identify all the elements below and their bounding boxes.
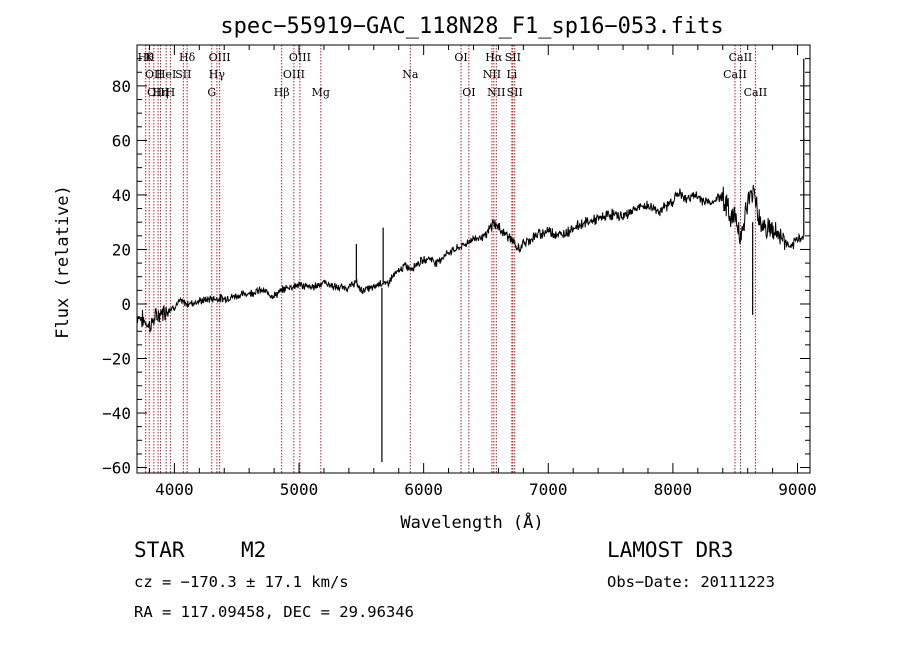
y-tick-label-0: −60 — [102, 459, 131, 478]
line-label-2: OII — [145, 68, 163, 81]
x-tick-label-3: 7000 — [529, 480, 568, 499]
line-label-11: OIII — [209, 51, 231, 64]
x-tick-label-0: 4000 — [155, 480, 194, 499]
line-label-10: Hγ — [209, 68, 226, 81]
line-label-20: Hα — [485, 51, 503, 64]
line-label-5: HeI — [156, 68, 176, 81]
spectral-line-markers — [145, 45, 756, 473]
spectral-line-labels: HθKOIIOIIIHηHeIHSIIHδGHγOIIIHβOIIIOIIIMg… — [138, 51, 768, 99]
line-label-19: NII — [483, 68, 501, 81]
spectrum-series — [136, 58, 805, 463]
spectrum-line — [136, 184, 804, 333]
object-class: STAR — [134, 538, 185, 562]
y-tick-label-2: −20 — [102, 350, 131, 369]
plot-frame — [136, 44, 811, 474]
line-label-25: CaII — [723, 68, 747, 81]
line-label-24: SII — [507, 86, 523, 99]
line-label-3: OIII — [147, 86, 169, 99]
line-label-26: CaII — [729, 51, 753, 64]
line-label-9: G — [207, 86, 216, 99]
y-tick-label-4: 20 — [112, 240, 131, 259]
coordinates-readout: RA = 117.09458, DEC = 29.96346 — [134, 603, 414, 621]
x-axis-label: Wavelength (Å) — [400, 511, 543, 533]
chart-title: spec−55919−GAC_118N28_F1_sp16−053.fits — [220, 14, 723, 39]
y-tick-label-5: 40 — [112, 186, 131, 205]
line-label-7: SII — [175, 68, 191, 81]
line-label-16: Na — [402, 68, 419, 81]
line-label-15: Mg — [312, 86, 330, 99]
line-label-18: OI — [462, 86, 475, 99]
line-label-21: NII — [487, 86, 505, 99]
object-subclass: M2 — [241, 538, 267, 562]
y-tick-label-7: 80 — [112, 77, 131, 96]
velocity-readout: cz = −170.3 ± 17.1 km/s — [134, 573, 349, 591]
line-label-4: Hη — [152, 86, 168, 99]
y-tick-label-3: 0 — [121, 295, 131, 314]
obs-date: Obs−Date: 20111223 — [607, 573, 775, 591]
x-tick-label-4: 8000 — [654, 480, 693, 499]
x-tick-label-1: 5000 — [280, 480, 319, 499]
line-label-8: Hδ — [179, 51, 196, 64]
y-tick-label-6: 60 — [112, 131, 131, 150]
line-label-27: CaII — [744, 86, 768, 99]
line-label-17: OI — [454, 51, 467, 64]
line-label-12: Hβ — [274, 86, 290, 99]
x-tick-label-5: 9000 — [778, 480, 817, 499]
y-axis-label: Flux (relative) — [53, 185, 73, 339]
plot-axes — [136, 44, 811, 474]
x-tick-label-2: 6000 — [404, 480, 443, 499]
line-label-1: K — [145, 51, 154, 64]
line-label-22: Li — [506, 68, 517, 81]
line-label-23: SII — [505, 51, 521, 64]
line-label-6: H — [166, 86, 176, 99]
line-label-0: Hθ — [138, 51, 155, 64]
y-tick-label-1: −40 — [102, 404, 131, 423]
line-label-13: OIII — [283, 68, 305, 81]
line-label-14: OIII — [289, 51, 311, 64]
survey-name: LAMOST DR3 — [607, 538, 734, 562]
tick-labels: 4000 5000 6000 7000 8000 9000 −60 −40 −20 0 20 40 60… — [102, 77, 817, 499]
